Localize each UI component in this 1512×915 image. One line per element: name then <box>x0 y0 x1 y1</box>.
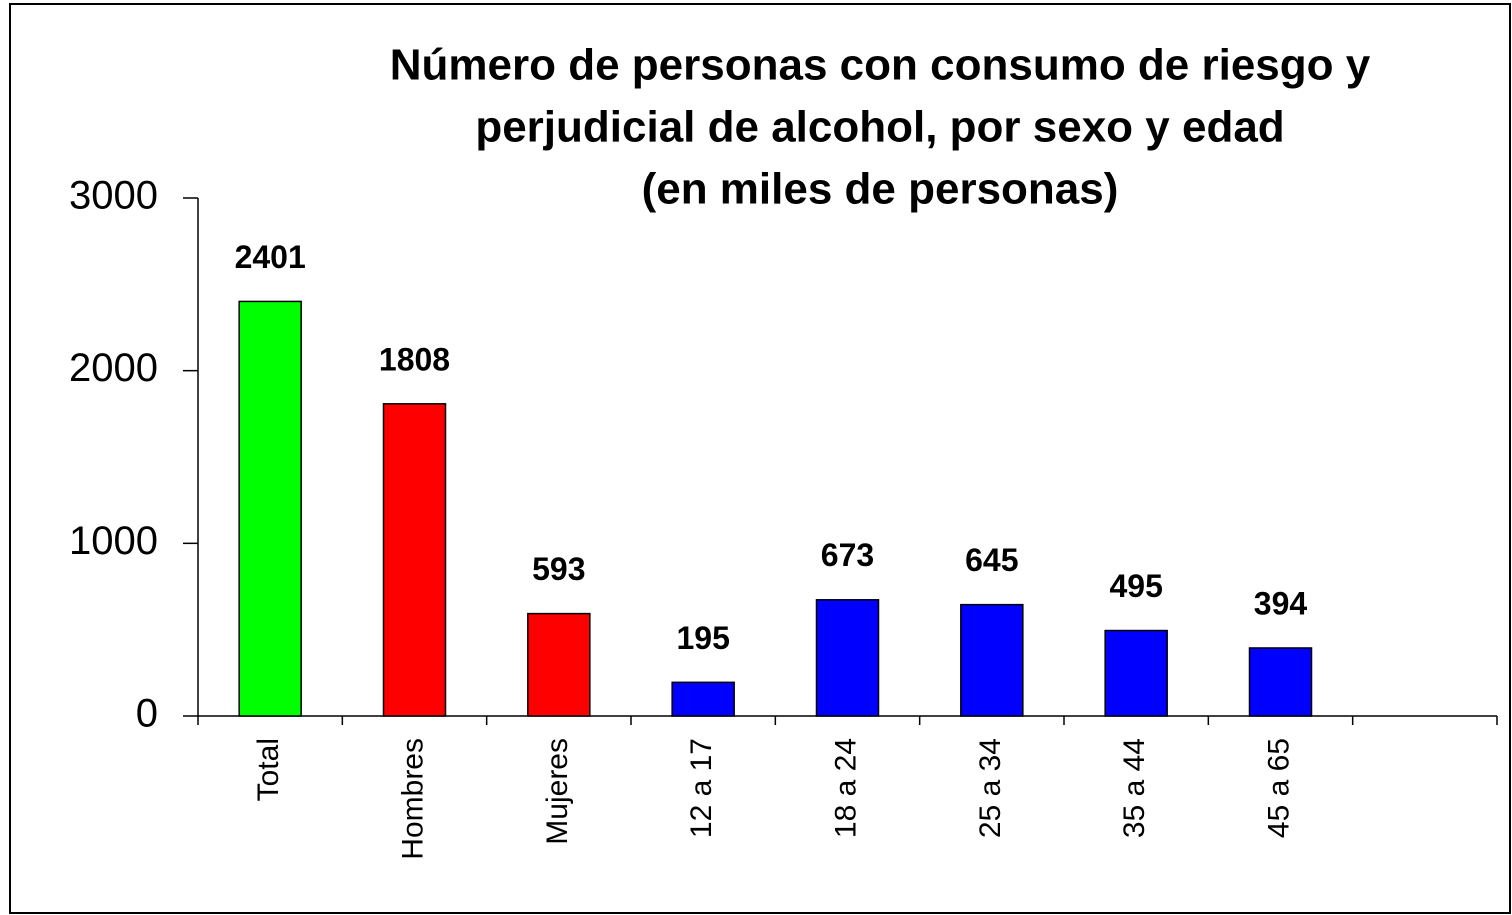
value-label: 2401 <box>235 239 306 275</box>
bar <box>1248 647 1313 717</box>
chart-title: (en miles de personas) <box>642 165 1119 214</box>
x-tick-label: 12 a 17 <box>685 738 718 838</box>
bar <box>238 300 302 717</box>
value-label: 1808 <box>379 341 450 377</box>
bar <box>382 403 447 717</box>
value-label: 195 <box>676 620 729 656</box>
bar <box>960 603 1024 717</box>
value-label: 673 <box>821 537 874 573</box>
bar <box>1104 629 1168 717</box>
x-tick-label: 18 a 24 <box>829 738 862 838</box>
x-tick-label: 25 a 34 <box>974 738 1007 838</box>
y-tick-label: 0 <box>136 692 158 736</box>
y-tick-label: 2000 <box>69 346 158 390</box>
value-label: 394 <box>1254 585 1308 621</box>
bar <box>527 612 591 717</box>
x-tick-label: Hombres <box>396 738 429 860</box>
value-label: 495 <box>1109 568 1162 604</box>
x-tick-label: 45 a 65 <box>1262 738 1295 838</box>
x-tick-label: 35 a 44 <box>1118 738 1151 838</box>
chart-title: perjudicial de alcohol, por sexo y edad <box>475 103 1284 152</box>
y-tick-label: 1000 <box>69 519 158 563</box>
y-tick-label: 3000 <box>69 174 158 218</box>
value-label: 593 <box>532 551 585 587</box>
x-tick-label: Mujeres <box>541 738 574 845</box>
bar <box>671 681 735 717</box>
chart-title: Número de personas con consumo de riesgo… <box>390 41 1371 90</box>
bar <box>815 599 880 717</box>
value-label: 645 <box>965 542 1018 578</box>
x-tick-label: Total <box>252 738 285 801</box>
